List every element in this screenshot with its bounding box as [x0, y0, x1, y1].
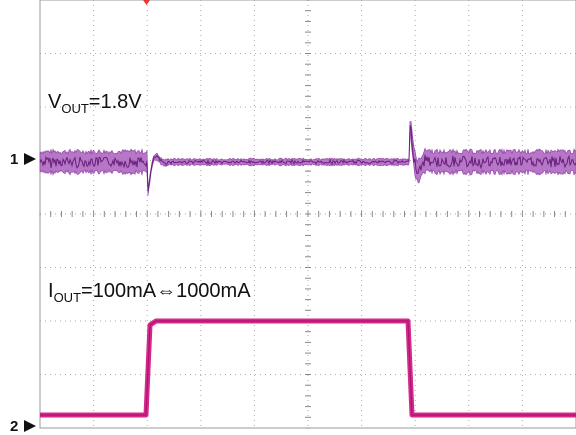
label-rest: =100mA⇔1000mA [81, 280, 251, 302]
channel-marker: 1 [10, 151, 18, 168]
label-main: I [48, 280, 54, 302]
trace-label: IOUT=100mA⇔1000mA [48, 280, 251, 305]
channel-arrow [24, 420, 36, 432]
label-rest: =1.8V [89, 91, 142, 113]
vout-envelope [39, 121, 576, 196]
label-main: V [48, 91, 62, 113]
trigger-marker [143, 0, 150, 5]
channel-arrow [24, 153, 36, 165]
trace-label: VOUT=1.8V [48, 91, 142, 116]
label-sub: OUT [54, 290, 82, 305]
channel-marker: 2 [10, 418, 18, 435]
waveforms [39, 121, 576, 418]
vout-trace [39, 125, 576, 191]
iout-core [40, 320, 576, 416]
label-sub: OUT [61, 101, 89, 116]
